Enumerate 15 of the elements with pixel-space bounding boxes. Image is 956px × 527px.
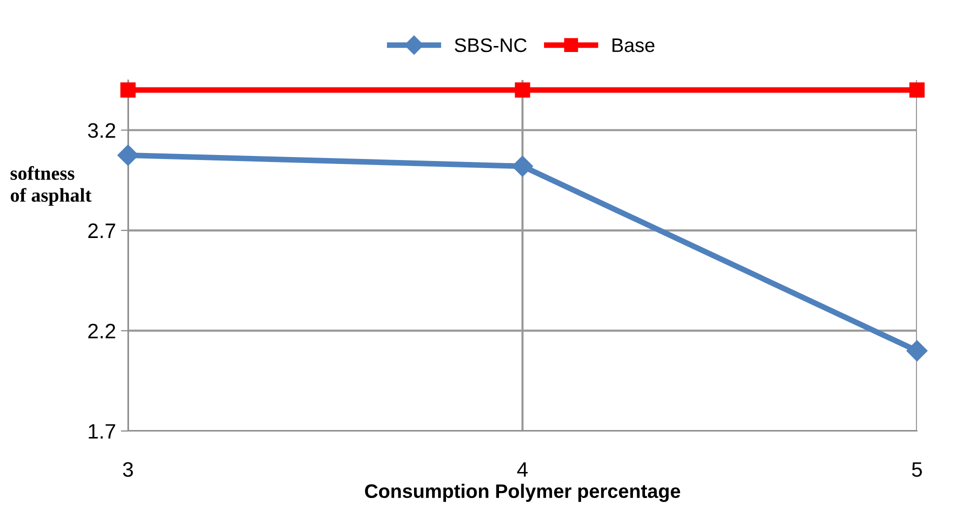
- point: [906, 340, 928, 362]
- y-tick-label: 2.2: [88, 324, 116, 338]
- x-tick-label: 4: [517, 462, 528, 477]
- y-axis-title: softness of asphalt: [10, 166, 92, 206]
- point: [909, 82, 925, 98]
- y-tick-label: 2.7: [88, 223, 116, 238]
- x-tick-label: 3: [123, 462, 133, 477]
- x-axis-title: Consumption Polymer percentage: [365, 484, 680, 502]
- y-tick-label: 3.2: [88, 123, 116, 138]
- x-tick-label: 5: [912, 462, 922, 477]
- y-tick-label: 1.7: [88, 424, 116, 439]
- legend-label: Base: [612, 38, 654, 52]
- legend-label: SBS-NC: [454, 38, 527, 52]
- point: [514, 82, 530, 98]
- point: [120, 82, 136, 98]
